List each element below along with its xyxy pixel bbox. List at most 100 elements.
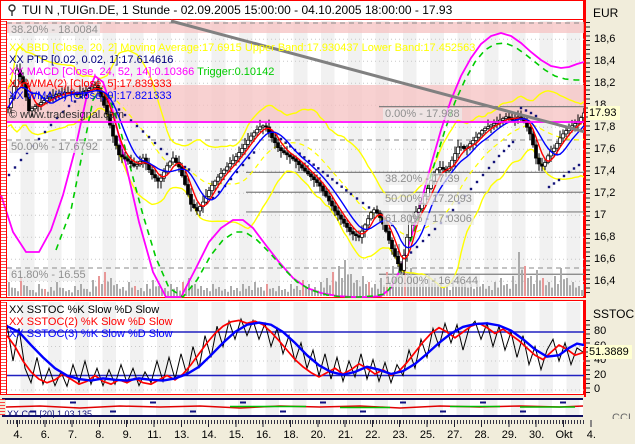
volume-bar bbox=[425, 286, 427, 296]
fib-label: 0.00% - 17.988 bbox=[383, 107, 462, 120]
candle-body bbox=[279, 147, 283, 152]
volume-bar bbox=[437, 285, 439, 296]
volume-bar bbox=[11, 287, 13, 296]
date-label: 16. bbox=[256, 429, 272, 441]
volume-bar bbox=[293, 288, 295, 296]
volume-bar bbox=[179, 290, 181, 296]
candle-body bbox=[231, 159, 235, 164]
volume-bar bbox=[101, 284, 103, 296]
candle-body bbox=[168, 161, 172, 167]
candle-body bbox=[213, 180, 217, 186]
volume-bar bbox=[335, 281, 337, 296]
psar-dot bbox=[159, 147, 163, 151]
volume-bar bbox=[338, 266, 340, 296]
volume-bar bbox=[422, 280, 424, 296]
candle-body bbox=[306, 170, 310, 175]
candle-body bbox=[456, 146, 460, 155]
price-chart-canvas[interactable] bbox=[0, 19, 590, 299]
date-label: 23. bbox=[392, 429, 408, 441]
candle-body bbox=[315, 179, 319, 183]
candle-body bbox=[477, 133, 481, 138]
volume-bar bbox=[551, 287, 553, 296]
psar-dot bbox=[153, 141, 157, 145]
sstoc-chart-canvas[interactable] bbox=[1, 301, 585, 396]
volume-bar bbox=[353, 282, 355, 296]
psar-dot bbox=[321, 170, 325, 174]
price-tick-label: 16,8 bbox=[594, 231, 616, 244]
cci-indicator-label: XX CCI [20] 1.03.135 bbox=[7, 409, 93, 418]
candle-body bbox=[240, 148, 244, 153]
sstoc-axis[interactable]: SSTOC 806040200 51.3889 bbox=[584, 300, 635, 397]
price-axis[interactable]: EUR 18,618,418,21817,817,617,417,21716,8… bbox=[584, 0, 635, 298]
candle-body bbox=[189, 194, 193, 205]
psar-dot bbox=[25, 151, 29, 155]
psar-dot bbox=[241, 163, 245, 167]
psar-dot bbox=[577, 163, 581, 167]
volume-bar bbox=[140, 288, 142, 296]
candle-body bbox=[489, 124, 493, 128]
psar-dot bbox=[349, 192, 353, 196]
volume-bar bbox=[356, 280, 358, 296]
candle-body bbox=[336, 210, 340, 216]
psar-dot bbox=[13, 166, 17, 169]
candle-body bbox=[300, 164, 304, 169]
volume-bar bbox=[29, 290, 31, 296]
candle-body bbox=[150, 169, 154, 175]
volume-bar bbox=[44, 289, 46, 296]
psar-dot bbox=[524, 109, 528, 112]
volume-bar bbox=[23, 285, 25, 296]
watermark: © www.tradesignal.com bbox=[9, 109, 125, 121]
candle-body bbox=[84, 89, 88, 93]
volume-bar bbox=[488, 286, 490, 296]
volume-bar bbox=[245, 288, 247, 296]
candle-body bbox=[291, 156, 295, 160]
volume-bar bbox=[308, 284, 310, 296]
candle-body bbox=[375, 209, 379, 214]
psar-dot bbox=[183, 165, 187, 169]
last-price-badge: 17.93 bbox=[588, 106, 620, 120]
volume-bar bbox=[365, 284, 367, 296]
candle-body bbox=[285, 152, 289, 156]
volume-bar bbox=[275, 291, 277, 296]
volume-bar bbox=[554, 276, 556, 296]
candle-body bbox=[528, 126, 532, 135]
candle-body bbox=[48, 97, 52, 100]
candle-body bbox=[483, 128, 487, 131]
price-tick-label: 17,4 bbox=[594, 165, 616, 178]
candle-body bbox=[288, 154, 292, 158]
psar-dot bbox=[123, 113, 127, 117]
candle-body bbox=[402, 255, 406, 271]
volume-bar bbox=[266, 284, 268, 296]
volume-bar bbox=[146, 284, 148, 296]
date-axis[interactable]: 4. 6. 7. 8. 9. 11. 13. 14. 15. 16. 18. 20. 21. 22. 23.… bbox=[0, 419, 635, 444]
wma-9-line bbox=[7, 86, 585, 249]
indicator-label-row: XX BBD [Close, 20, 2] Moving Average:17.… bbox=[9, 42, 475, 54]
volume-bar bbox=[56, 282, 58, 296]
candle-body bbox=[159, 177, 163, 182]
volume-bar bbox=[533, 284, 535, 296]
volume-bar bbox=[41, 288, 43, 296]
price-tick-label: 18,4 bbox=[594, 55, 616, 68]
cci-left-ruler bbox=[0, 399, 5, 417]
volume-bar bbox=[185, 287, 187, 296]
indicator-label: XX BBD [Close, 20, 2] Moving Average:17.… bbox=[9, 42, 476, 54]
psar-dot bbox=[73, 100, 77, 103]
psar-dot bbox=[497, 154, 501, 158]
indicator-label-row: XX MACD [Close, 24, 52, 14]:0.10366 Trig… bbox=[9, 66, 274, 78]
candle-body bbox=[186, 184, 190, 195]
volume-bar bbox=[131, 287, 133, 296]
psar-dot bbox=[331, 178, 334, 181]
psar-dot bbox=[129, 119, 133, 122]
pin-icon[interactable] bbox=[6, 3, 18, 17]
volume-bar bbox=[284, 289, 286, 296]
candle-body bbox=[30, 108, 34, 112]
psar-dot bbox=[502, 149, 506, 153]
candle-body bbox=[228, 163, 232, 168]
fib-label: 50.00% - 17.6792 bbox=[9, 141, 100, 153]
candle-body bbox=[387, 231, 391, 241]
date-label: 14. bbox=[201, 429, 217, 441]
cci-chart-canvas[interactable] bbox=[0, 397, 584, 419]
candle-body bbox=[192, 203, 196, 208]
price-tick-label: 17,6 bbox=[594, 143, 616, 156]
cci-axis-title: CCI bbox=[612, 412, 631, 422]
